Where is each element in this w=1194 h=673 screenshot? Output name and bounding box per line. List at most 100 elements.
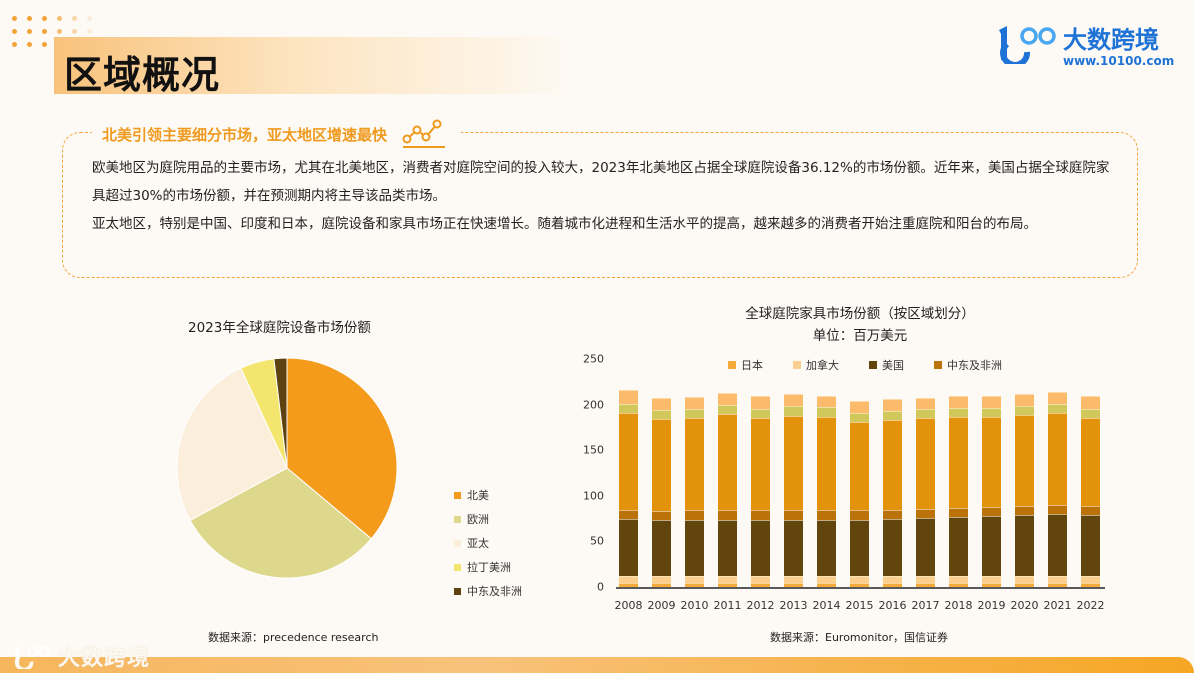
pie-slice <box>286 357 398 540</box>
bar-segment <box>949 516 968 577</box>
bar-segment <box>949 396 968 409</box>
bar-segment <box>850 401 869 413</box>
bar-segment <box>916 583 935 587</box>
bar-segment <box>751 396 770 410</box>
pie-legend-item: 中东及非洲 <box>454 579 522 603</box>
bar-segment <box>685 397 704 410</box>
bar-segment <box>916 418 935 509</box>
bar-chart-y-axis: 0 50 100 150 200 250 <box>568 350 604 595</box>
bar-segment <box>784 583 803 587</box>
bar-segment <box>982 408 1001 418</box>
bar-chart-source: 数据来源：Euromonitor，国信证券 <box>770 631 948 644</box>
bar-segment <box>652 583 671 587</box>
bar-segment <box>817 519 836 577</box>
bar-segment <box>817 407 836 417</box>
callout-paragraph-2: 亚太地区，特别是中国、印度和日本，庭院设备和家具市场正在快速增长。随着城市化进程… <box>92 216 1037 232</box>
bar-segment <box>751 519 770 577</box>
bar-segment <box>817 395 836 408</box>
pie-slice <box>176 367 288 522</box>
bar-segment <box>1048 514 1067 577</box>
bar-segment <box>1015 414 1034 506</box>
bar-segment <box>685 510 704 520</box>
legend-label: 北美 <box>467 489 489 502</box>
bar-segment <box>685 409 704 419</box>
bar-segment <box>850 412 869 422</box>
legend-label: 中东及非洲 <box>467 585 522 598</box>
bar-segment <box>652 520 671 577</box>
bar-chart-x-axis: 2008 2009 2010 2011 2012 2013 2014 2015 2016 2017… <box>612 599 1107 615</box>
bar-segment <box>1081 576 1100 584</box>
x-tick-label: 2019 <box>977 599 1006 612</box>
bar-chart-subtitle: 单位：百万美元 <box>812 328 908 344</box>
bar-segment <box>883 411 902 421</box>
x-tick-label: 2010 <box>680 599 709 612</box>
bar-legend-item: 日本 <box>728 357 763 373</box>
bar-segment <box>1081 505 1100 515</box>
bar-segment <box>916 398 935 410</box>
legend-swatch <box>869 361 877 369</box>
y-tick-label: 200 <box>583 398 604 412</box>
bar-segment <box>685 576 704 584</box>
pie-slice <box>189 467 372 579</box>
bar-segment <box>619 412 638 510</box>
legend-label: 加拿大 <box>806 359 839 372</box>
stacked-bar <box>1048 391 1067 587</box>
bar-segment <box>982 515 1001 577</box>
stacked-bar <box>1081 395 1100 587</box>
x-tick-label: 2020 <box>1010 599 1039 612</box>
bar-segment <box>619 583 638 587</box>
bar-segment <box>850 583 869 587</box>
bar-segment <box>652 419 671 512</box>
bar-segment <box>652 511 671 521</box>
bar-segment <box>949 576 968 584</box>
stacked-bar <box>619 390 638 587</box>
bar-segment <box>685 583 704 587</box>
x-tick-label: 2022 <box>1076 599 1105 612</box>
y-tick-label: 250 <box>583 352 604 366</box>
bar-segment <box>1081 514 1100 577</box>
stacked-bar <box>850 401 869 587</box>
stacked-bar <box>784 393 803 587</box>
bar-segment <box>718 413 737 511</box>
bar-segment <box>685 519 704 577</box>
bar-segment <box>784 576 803 584</box>
y-tick-label: 150 <box>583 443 604 457</box>
x-tick-label: 2018 <box>944 599 973 612</box>
callout-paragraph-1: 欧美地区为庭院用品的主要市场，尤其在北美地区，消费者对庭院空间的投入较大，202… <box>92 160 1110 204</box>
legend-label: 中东及非洲 <box>947 359 1002 372</box>
bar-segment <box>883 509 902 519</box>
bar-chart-title: 全球庭院家具市场份额（按区域划分） <box>745 306 975 322</box>
bar-segment <box>949 417 968 508</box>
bar-segment <box>817 510 836 520</box>
x-tick-label: 2011 <box>713 599 742 612</box>
logo-url: www.10100.com <box>1063 54 1175 68</box>
title-band <box>54 37 584 94</box>
bar-segment <box>1015 393 1034 406</box>
bar-segment <box>916 517 935 577</box>
pie-chart <box>176 357 398 579</box>
legend-label: 日本 <box>741 359 763 372</box>
bar-legend-item: 美国 <box>869 357 904 373</box>
pie-legend-item: 亚太 <box>454 531 522 555</box>
bar-segment <box>751 409 770 419</box>
stacked-bar <box>1015 393 1034 587</box>
bar-segment <box>817 583 836 587</box>
bar-segment <box>1015 505 1034 515</box>
pie-legend-item: 欧洲 <box>454 507 522 531</box>
logo-brand-text: 大数跨境 <box>1063 26 1159 54</box>
bar-segment <box>784 519 803 577</box>
x-tick-label: 2009 <box>647 599 676 612</box>
bar-segment <box>1015 576 1034 584</box>
bar-segment <box>1015 405 1034 415</box>
bar-segment <box>718 404 737 414</box>
legend-swatch <box>728 361 736 369</box>
bar-segment <box>784 510 803 520</box>
bar-segment <box>1048 391 1067 404</box>
stacked-bar <box>718 392 737 587</box>
footer-band <box>0 657 1194 673</box>
bar-segment <box>751 576 770 584</box>
stacked-bar <box>982 396 1001 587</box>
bar-segment <box>619 509 638 519</box>
brand-logo: 大数跨境 www.10100.com <box>993 18 1183 68</box>
bar-segment <box>817 576 836 584</box>
